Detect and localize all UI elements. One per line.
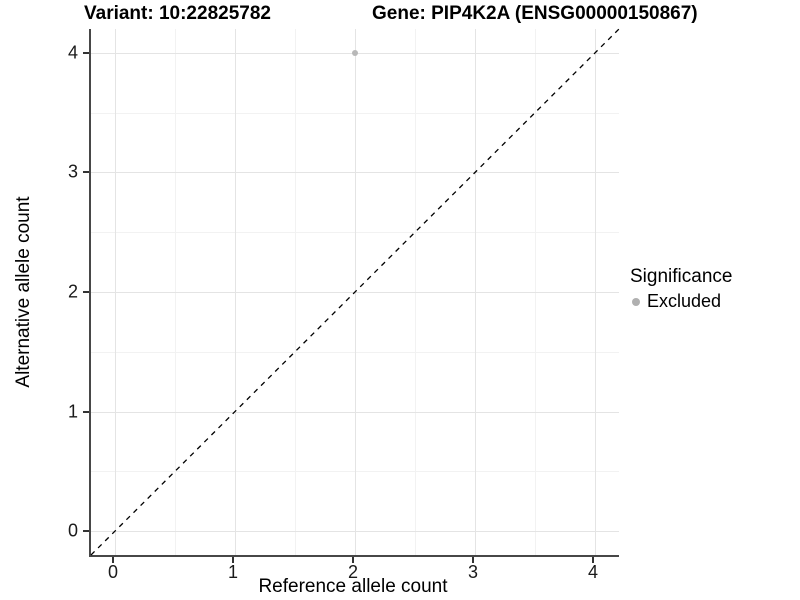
identity-line: [90, 28, 620, 556]
x-axis-title: Reference allele count: [258, 576, 448, 597]
y-tick-label: 0: [67, 520, 78, 541]
plot-title-variant: Variant: 10:22825782: [84, 3, 271, 24]
x-tick-mark: [352, 557, 354, 563]
y-tick-label: 1: [67, 401, 78, 422]
y-tick-mark: [83, 51, 89, 54]
legend-point-icon: [632, 297, 640, 306]
x-tick-label: 1: [227, 562, 239, 582]
x-tick-label: 0: [107, 562, 119, 582]
y-tick-label: 2: [67, 281, 78, 302]
data-point: [352, 49, 358, 56]
x-tick-label: 2: [347, 562, 359, 582]
y-major-gridline: [91, 531, 619, 533]
y-axis-title: Alternative allele count: [13, 196, 34, 388]
y-tick-label: 3: [67, 161, 78, 182]
legend: Significance Excluded: [630, 266, 732, 312]
legend-item-label: Excluded: [647, 291, 722, 311]
plot-title-gene: Gene: PIP4K2A (ENSG00000150867): [372, 3, 698, 24]
y-major-gridline: [91, 172, 619, 174]
x-tick-mark: [472, 557, 474, 563]
y-tick-mark: [83, 410, 89, 413]
legend-item-excluded: Excluded: [630, 291, 732, 312]
x-tick-label: 3: [467, 562, 479, 582]
legend-title: Significance: [630, 266, 733, 287]
y-tick-mark: [83, 530, 89, 533]
x-tick-label: 4: [587, 562, 599, 582]
plot-panel: [89, 28, 620, 557]
x-tick-mark: [592, 557, 594, 563]
x-tick-mark: [232, 557, 234, 563]
y-tick-mark: [83, 171, 89, 174]
x-tick-mark: [112, 557, 114, 563]
y-major-gridline: [91, 411, 619, 413]
y-tick-mark: [83, 291, 89, 293]
y-tick-label: 4: [67, 42, 78, 63]
